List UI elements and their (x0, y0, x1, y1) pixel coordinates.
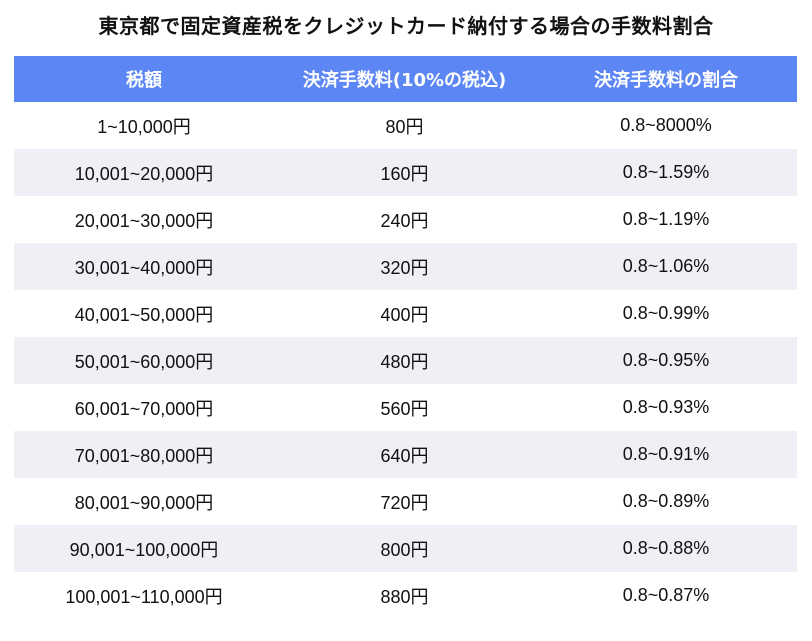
header-payment-fee: 決済手数料(10%の税込) (274, 56, 535, 102)
cell-fee-ratio: 0.8~0.99% (535, 290, 797, 337)
cell-payment-fee: 560円 (274, 384, 535, 431)
table-header-row: 税額 決済手数料(10%の税込) 決済手数料の割合 (14, 56, 797, 102)
table-row: 60,001~70,000円 560円 0.8~0.93% (14, 384, 797, 431)
table-row: 30,001~40,000円 320円 0.8~1.06% (14, 243, 797, 290)
table-row: 100,001~110,000円 880円 0.8~0.87% (14, 572, 797, 619)
cell-payment-fee: 240円 (274, 196, 535, 243)
cell-tax-amount: 90,001~100,000円 (14, 525, 274, 572)
cell-fee-ratio: 0.8~1.06% (535, 243, 797, 290)
header-tax-amount: 税額 (14, 56, 274, 102)
cell-payment-fee: 400円 (274, 290, 535, 337)
cell-tax-amount: 40,001~50,000円 (14, 290, 274, 337)
cell-fee-ratio: 0.8~0.88% (535, 525, 797, 572)
cell-payment-fee: 720円 (274, 478, 535, 525)
cell-tax-amount: 70,001~80,000円 (14, 431, 274, 478)
table-row: 1~10,000円 80円 0.8~8000% (14, 102, 797, 149)
cell-payment-fee: 80円 (274, 102, 535, 149)
page-title: 東京都で固定資産税をクレジットカード納付する場合の手数料割合 (98, 14, 714, 38)
table-row: 90,001~100,000円 800円 0.8~0.88% (14, 525, 797, 572)
cell-tax-amount: 60,001~70,000円 (14, 384, 274, 431)
fee-table: 税額 決済手数料(10%の税込) 決済手数料の割合 1~10,000円 80円 … (14, 56, 797, 619)
table-row: 50,001~60,000円 480円 0.8~0.95% (14, 337, 797, 384)
table-row: 40,001~50,000円 400円 0.8~0.99% (14, 290, 797, 337)
table-row: 80,001~90,000円 720円 0.8~0.89% (14, 478, 797, 525)
cell-fee-ratio: 0.8~0.89% (535, 478, 797, 525)
cell-tax-amount: 100,001~110,000円 (14, 572, 274, 619)
cell-payment-fee: 800円 (274, 525, 535, 572)
cell-tax-amount: 10,001~20,000円 (14, 149, 274, 196)
cell-fee-ratio: 0.8~1.19% (535, 196, 797, 243)
cell-fee-ratio: 0.8~0.91% (535, 431, 797, 478)
cell-tax-amount: 30,001~40,000円 (14, 243, 274, 290)
cell-tax-amount: 1~10,000円 (14, 102, 274, 149)
cell-payment-fee: 160円 (274, 149, 535, 196)
cell-payment-fee: 320円 (274, 243, 535, 290)
table-row: 70,001~80,000円 640円 0.8~0.91% (14, 431, 797, 478)
cell-tax-amount: 50,001~60,000円 (14, 337, 274, 384)
cell-tax-amount: 20,001~30,000円 (14, 196, 274, 243)
table-row: 20,001~30,000円 240円 0.8~1.19% (14, 196, 797, 243)
header-fee-ratio: 決済手数料の割合 (535, 56, 797, 102)
cell-fee-ratio: 0.8~0.93% (535, 384, 797, 431)
cell-fee-ratio: 0.8~1.59% (535, 149, 797, 196)
cell-tax-amount: 80,001~90,000円 (14, 478, 274, 525)
cell-fee-ratio: 0.8~8000% (535, 102, 797, 149)
cell-payment-fee: 640円 (274, 431, 535, 478)
cell-fee-ratio: 0.8~0.87% (535, 572, 797, 619)
table-row: 10,001~20,000円 160円 0.8~1.59% (14, 149, 797, 196)
cell-payment-fee: 880円 (274, 572, 535, 619)
cell-fee-ratio: 0.8~0.95% (535, 337, 797, 384)
cell-payment-fee: 480円 (274, 337, 535, 384)
